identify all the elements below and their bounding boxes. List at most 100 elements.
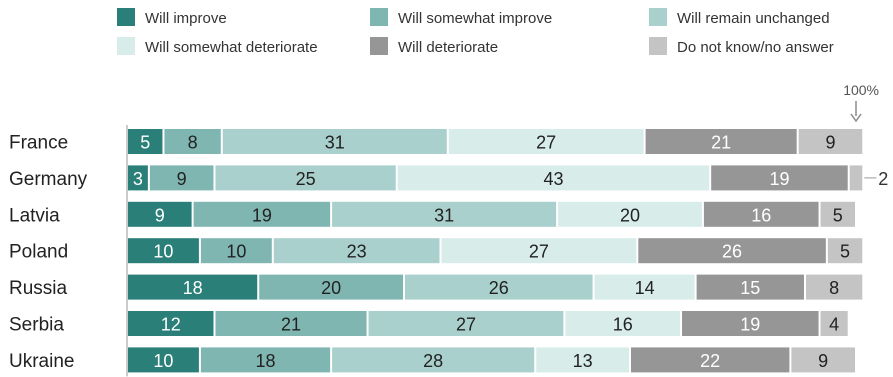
bar-segment-serbia-will-remain-unchanged <box>368 311 564 336</box>
legend-item-will-deteriorate: Will deteriorate <box>370 37 498 56</box>
bar-segment-russia-will-deteriorate <box>696 274 804 300</box>
bar-segment-poland-will-somewhat-deteriorate <box>441 238 637 264</box>
data-label-latvia-will-deteriorate: 16 <box>751 205 771 225</box>
bar-segment-serbia-will-deteriorate <box>682 311 819 336</box>
data-label-latvia-will-somewhat-improve: 19 <box>252 205 272 225</box>
bar-segment-serbia-will-somewhat-deteriorate <box>565 311 681 336</box>
bar-row-germany: 3 9 25 43 19 2 <box>128 165 888 191</box>
data-label-serbia-will-improve: 12 <box>161 315 181 335</box>
category-label-germany: Germany <box>9 169 88 190</box>
bar-segment-poland-will-remain-unchanged <box>273 238 440 264</box>
bar-segment-ukraine-will-somewhat-deteriorate <box>536 347 630 373</box>
bar-row-france: 5 8 31 27 21 9 <box>128 129 863 154</box>
data-label-poland-will-deteriorate: 26 <box>722 242 742 262</box>
data-label-serbia-do-not-know-no-answer: 4 <box>829 315 839 335</box>
data-label-germany-do-not-know-no-answer: 2 <box>878 169 888 189</box>
bar-segment-ukraine-will-deteriorate <box>631 347 790 373</box>
bar-row-russia: 18 20 26 14 15 8 <box>128 274 863 300</box>
bar-segment-latvia-do-not-know-no-answer <box>820 201 855 227</box>
legend-label-will-improve: Will improve <box>145 10 227 27</box>
data-label-poland-do-not-know-no-answer: 5 <box>840 242 850 262</box>
legend-label-will-deteriorate: Will deteriorate <box>398 39 498 56</box>
legend-item-will-somewhat-improve: Will somewhat improve <box>370 8 552 27</box>
bar-segment-poland-will-somewhat-improve <box>200 238 272 264</box>
legend-swatch-will-somewhat-deteriorate <box>117 37 135 55</box>
bar-segment-latvia-will-deteriorate <box>703 201 819 227</box>
legend-label-will-remain-unchanged: Will remain unchanged <box>677 10 830 27</box>
legend-swatch-do-not-know-no-answer <box>649 37 667 55</box>
data-label-poland-will-somewhat-deteriorate: 27 <box>529 242 549 262</box>
data-label-ukraine-will-somewhat-deteriorate: 13 <box>573 351 593 371</box>
data-label-poland-will-somewhat-improve: 10 <box>226 242 246 262</box>
data-label-germany-will-remain-unchanged: 25 <box>296 169 316 189</box>
data-label-germany-will-somewhat-improve: 9 <box>177 169 187 189</box>
data-label-france-do-not-know-no-answer: 9 <box>825 133 835 153</box>
data-label-ukraine-do-not-know-no-answer: 9 <box>818 351 828 371</box>
bar-segment-latvia-will-somewhat-improve <box>193 201 331 227</box>
legend-item-will-remain-unchanged: Will remain unchanged <box>649 8 830 27</box>
bar-segment-russia-will-remain-unchanged <box>405 274 593 300</box>
bar-segment-serbia-will-somewhat-improve <box>215 311 367 336</box>
category-label-latvia: Latvia <box>9 205 60 226</box>
legend-label-will-somewhat-improve: Will somewhat improve <box>398 10 552 27</box>
bar-segment-poland-will-improve <box>128 238 199 264</box>
category-label-poland: Poland <box>9 242 68 263</box>
category-label-france: France <box>9 133 68 154</box>
data-label-germany-will-deteriorate: 19 <box>769 169 789 189</box>
data-label-france-will-remain-unchanged: 31 <box>325 133 345 153</box>
data-label-russia-do-not-know-no-answer: 8 <box>829 278 839 298</box>
data-label-latvia-do-not-know-no-answer: 5 <box>833 205 843 225</box>
bar-row-serbia: 12 21 27 16 19 4 <box>128 311 848 336</box>
data-label-ukraine-will-improve: 10 <box>153 351 173 371</box>
data-label-serbia-will-somewhat-improve: 21 <box>281 315 301 335</box>
bar-segment-germany-will-improve <box>128 165 148 191</box>
data-label-latvia-will-somewhat-deteriorate: 20 <box>620 205 640 225</box>
bar-segment-germany-will-deteriorate <box>711 165 848 191</box>
bar-segment-ukraine-will-somewhat-improve <box>200 347 331 373</box>
bar-segment-germany-will-somewhat-improve <box>149 165 214 191</box>
legend: Will improve Will somewhat improve Will re… <box>117 8 834 56</box>
bars: 5 8 31 27 21 93 9 25 43 19 29 19 31 20 16 510 10 23 27 26 51… <box>128 129 888 373</box>
legend-label-will-somewhat-deteriorate: Will somewhat deteriorate <box>145 39 318 56</box>
data-label-ukraine-will-deteriorate: 22 <box>700 351 720 371</box>
data-label-poland-will-improve: 10 <box>153 242 173 262</box>
category-labels: France Germany Latvia Poland Russia Serbia Ukr… <box>9 133 88 372</box>
bar-segment-latvia-will-somewhat-deteriorate <box>558 201 702 227</box>
bar-segment-ukraine-will-remain-unchanged <box>332 347 535 373</box>
bar-segment-france-will-remain-unchanged <box>222 129 447 154</box>
data-label-france-will-improve: 5 <box>140 133 150 153</box>
data-label-serbia-will-remain-unchanged: 27 <box>456 315 476 335</box>
annotation-arrow-head <box>850 113 862 123</box>
bar-segment-germany-do-not-know-no-answer <box>849 165 863 191</box>
data-label-ukraine-will-remain-unchanged: 28 <box>423 351 443 371</box>
data-label-poland-will-remain-unchanged: 23 <box>347 242 367 262</box>
data-label-france-will-deteriorate: 21 <box>711 133 731 153</box>
data-label-russia-will-somewhat-deteriorate: 14 <box>635 278 655 298</box>
bar-segment-france-will-somewhat-improve <box>164 129 221 154</box>
bar-segment-russia-will-somewhat-deteriorate <box>594 274 695 300</box>
bar-segment-russia-do-not-know-no-answer <box>805 274 863 300</box>
annotation-100-percent: 100% <box>843 82 879 123</box>
data-label-latvia-will-improve: 9 <box>155 205 165 225</box>
bar-segment-russia-will-somewhat-improve <box>259 274 404 300</box>
bar-segment-france-do-not-know-no-answer <box>798 129 863 154</box>
bar-segment-latvia-will-improve <box>128 201 192 227</box>
bar-segment-serbia-do-not-know-no-answer <box>820 311 848 336</box>
legend-item-do-not-know-no-answer: Do not know/no answer <box>649 37 834 56</box>
data-label-serbia-will-deteriorate: 19 <box>740 315 760 335</box>
legend-swatch-will-deteriorate <box>370 37 388 55</box>
legend-swatch-will-improve <box>117 8 135 26</box>
bar-segment-ukraine-do-not-know-no-answer <box>791 347 855 373</box>
legend-label-do-not-know-no-answer: Do not know/no answer <box>677 39 834 56</box>
bar-segment-germany-will-somewhat-deteriorate <box>397 165 710 191</box>
bar-segment-poland-do-not-know-no-answer <box>827 238 863 264</box>
data-label-russia-will-deteriorate: 15 <box>740 278 760 298</box>
legend-swatch-will-remain-unchanged <box>649 8 667 26</box>
bar-segment-france-will-deteriorate <box>645 129 797 154</box>
legend-item-will-somewhat-deteriorate: Will somewhat deteriorate <box>117 37 318 56</box>
data-label-ukraine-will-somewhat-improve: 18 <box>255 351 275 371</box>
category-label-russia: Russia <box>9 278 68 299</box>
bar-segment-france-will-somewhat-deteriorate <box>448 129 644 154</box>
data-label-russia-will-somewhat-improve: 20 <box>321 278 341 298</box>
